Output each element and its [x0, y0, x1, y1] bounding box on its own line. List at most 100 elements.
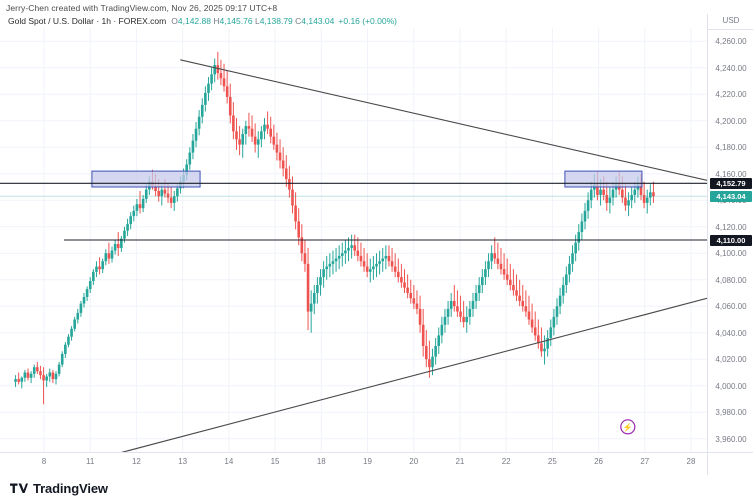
symbol-label[interactable]: Gold Spot / U.S. Dollar · 1h · FOREX.com: [8, 16, 167, 26]
alert-circle-icon[interactable]: [620, 419, 636, 435]
candle-body: [602, 189, 605, 195]
time-scale[interactable]: 8 11 12 13 14 15 18 19 20 21 22 25 26 27 28: [0, 452, 707, 475]
price-scale[interactable]: USD 4,260.00 4,240.00 4,220.00 4,200.00 4,18…: [707, 14, 753, 454]
price-tick-label: 4,220.00: [715, 90, 747, 100]
candle-body: [443, 316, 447, 325]
candle-body: [95, 266, 98, 272]
price-tick-label: 4,080.00: [715, 275, 747, 285]
candle-body: [403, 282, 406, 288]
candle-body: [428, 359, 431, 368]
candle-body: [126, 224, 129, 231]
candle-body: [552, 316, 556, 328]
time-tick-label: 26: [594, 457, 604, 466]
candle-body: [166, 193, 170, 198]
candle-body: [300, 237, 304, 254]
candle-body: [605, 194, 609, 203]
candle-body: [256, 139, 260, 145]
candle-body: [484, 269, 487, 278]
candle-body: [468, 308, 472, 317]
trendline-descending-resistance[interactable]: [180, 59, 707, 181]
price-tick-label: 4,020.00: [715, 355, 747, 365]
candle-body: [191, 140, 195, 153]
candle-body: [378, 261, 381, 264]
candle-body: [39, 371, 42, 376]
support-price-tag[interactable]: 4,110.00: [710, 235, 752, 246]
candle-body: [574, 242, 577, 254]
candle-body: [418, 308, 422, 325]
candle-body: [571, 253, 574, 264]
candle-body: [312, 293, 316, 304]
candle-body: [490, 253, 493, 262]
candle-body: [194, 128, 198, 141]
candle-body: [630, 194, 633, 201]
candle-body: [260, 131, 263, 140]
high-label: H: [213, 16, 220, 26]
candle-body: [42, 375, 45, 381]
candle-body: [235, 131, 238, 140]
candle-body: [79, 303, 83, 313]
candle-body: [272, 136, 276, 145]
candle-body: [359, 255, 363, 262]
candle-body: [518, 295, 521, 301]
candle-body: [98, 266, 101, 270]
ohlc-values: O4,142.88 H4,145.76 L4,138.79 C4,143.04: [171, 16, 334, 26]
alert-marker[interactable]: ⚡: [620, 419, 636, 435]
candle-body: [611, 189, 615, 198]
candle-body: [372, 266, 375, 270]
candle-body: [160, 189, 164, 197]
candle-body: [250, 128, 254, 137]
tradingview-wordmark: TradingView: [33, 481, 108, 496]
attribution-text: Jerry-Chen created with TradingView.com,…: [6, 3, 278, 13]
price-tick-label: 4,060.00: [715, 302, 747, 312]
price-tick-label: 4,180.00: [715, 143, 747, 153]
tradingview-brand: TradingView: [10, 481, 108, 496]
candle-body: [14, 379, 17, 382]
candle-body: [543, 348, 546, 352]
candle-body: [169, 197, 173, 203]
candle-body: [172, 196, 176, 203]
time-tick-label: 12: [131, 457, 141, 466]
candle-body: [204, 92, 207, 105]
close-label: C: [295, 16, 302, 26]
candle-body: [596, 184, 599, 195]
candle-body: [163, 189, 167, 194]
supply-zone-rect[interactable]: [91, 170, 201, 188]
resistance-price-tag[interactable]: 4,152.79: [710, 178, 752, 190]
candle-body: [334, 258, 338, 262]
supply-zone-rect[interactable]: [564, 170, 643, 188]
candle-body: [515, 290, 518, 296]
candle-body: [303, 253, 307, 264]
candle-body: [356, 250, 360, 256]
candle-body: [577, 232, 581, 243]
candle-body: [555, 306, 559, 317]
candle-body: [437, 335, 441, 346]
last-price-tag[interactable]: 4,143.04: [710, 191, 752, 203]
candle-body: [23, 372, 27, 378]
candle-body: [499, 263, 503, 270]
candle-body: [294, 205, 297, 222]
candle-body: [446, 308, 450, 317]
candle-body: [440, 324, 444, 336]
time-tick-label: 11: [86, 457, 95, 466]
close-value: 4,143.04: [301, 16, 335, 26]
candle-body: [533, 327, 537, 336]
candle-body: [54, 373, 58, 380]
candle-body: [29, 373, 33, 378]
candle-body: [540, 343, 543, 352]
candle-body: [253, 136, 257, 145]
price-tick-label: 4,040.00: [715, 328, 747, 338]
chart-plot-area[interactable]: ⚡: [0, 28, 707, 452]
trendline-ascending-support[interactable]: [113, 297, 707, 452]
candle-body: [328, 263, 332, 267]
candle-body: [344, 250, 347, 254]
alert-bolt-icon: ⚡: [623, 422, 633, 432]
candle-body: [642, 194, 646, 203]
candle-body: [200, 104, 204, 117]
candle-body: [621, 189, 624, 198]
time-tick-label: 8: [41, 457, 47, 466]
price-tick-label: 3,980.00: [715, 408, 747, 418]
high-value: 4,145.76: [219, 16, 253, 26]
candle-body: [82, 296, 86, 304]
candle-body: [85, 289, 89, 297]
candle-body: [390, 261, 394, 267]
